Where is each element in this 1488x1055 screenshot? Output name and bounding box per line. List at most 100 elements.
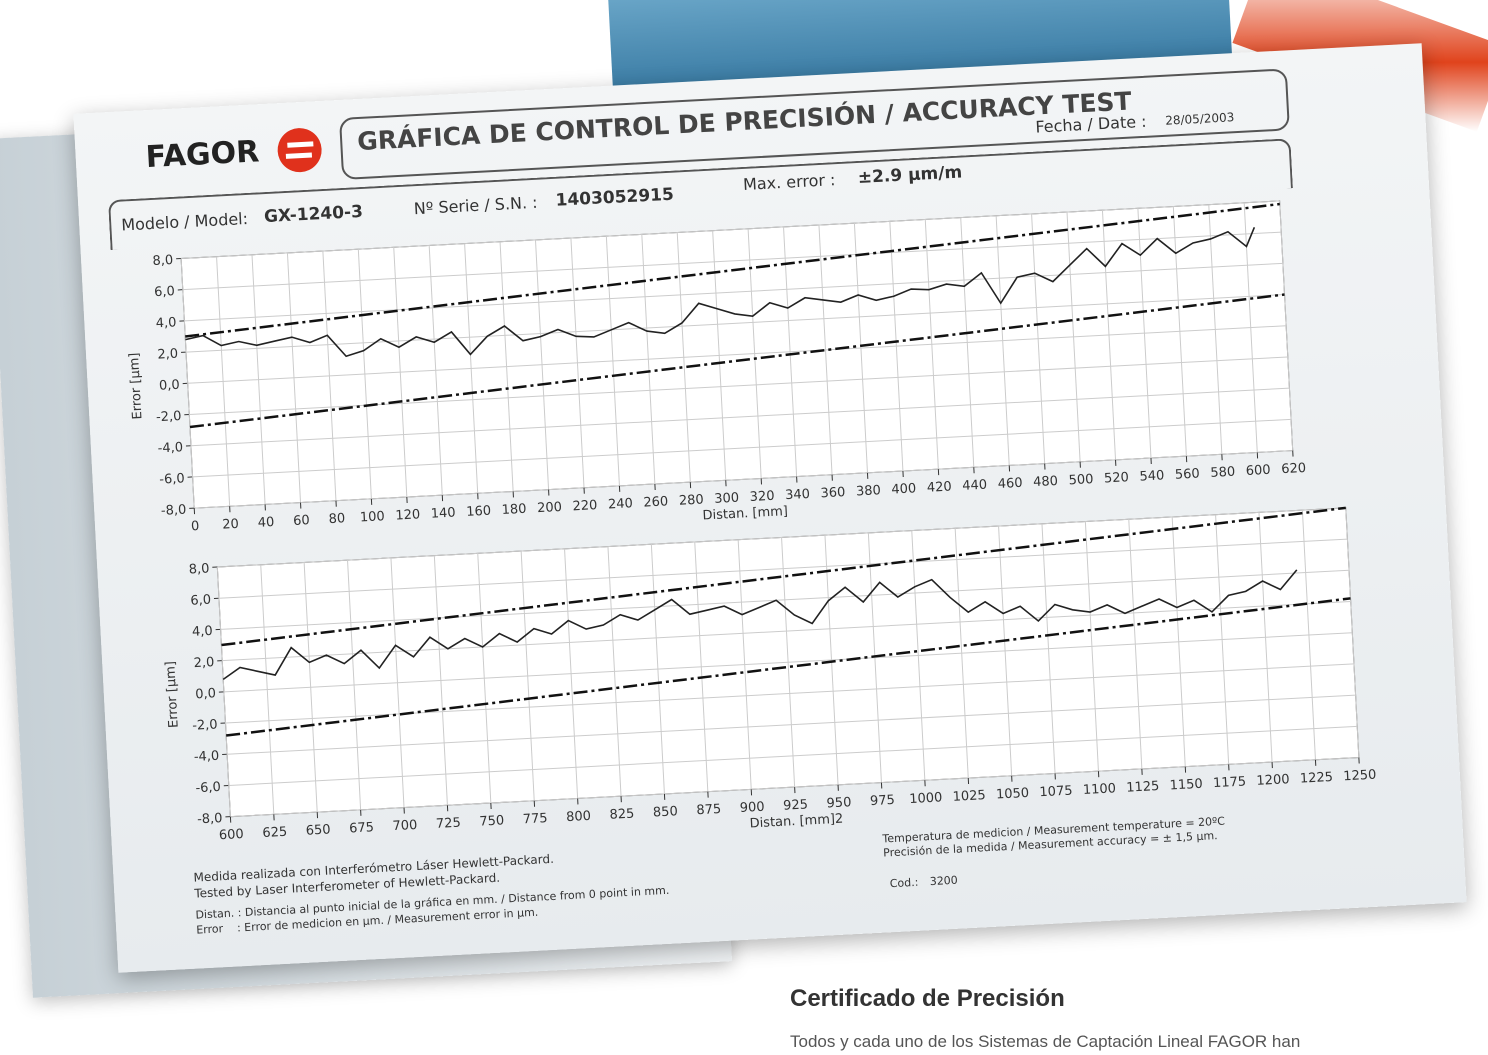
grid-line (564, 548, 579, 799)
x-tick-label: 480 (1033, 474, 1059, 490)
grid-line (1258, 512, 1273, 763)
y-tick-label: -2,0 (192, 717, 218, 733)
x-tick-label: 400 (891, 481, 917, 497)
grid-line (1279, 200, 1294, 451)
x-tick-label: 300 (714, 491, 740, 507)
x-tick-label: 320 (749, 489, 775, 505)
x-tick-label: 260 (643, 494, 669, 510)
x-tick-label: 1125 (1126, 779, 1160, 796)
y-tick-label: 4,0 (155, 315, 176, 331)
x-tick-label: 1075 (1039, 784, 1073, 801)
x-tick-label: 240 (608, 496, 634, 512)
grid-line (1215, 514, 1230, 765)
x-tick-label: 800 (566, 809, 592, 825)
grid-line (286, 252, 302, 503)
grid-line (737, 539, 752, 790)
y-tick-label: -4,0 (157, 440, 183, 456)
grid-line (867, 532, 882, 783)
x-tick-label: 975 (870, 793, 896, 809)
grid-line (995, 215, 1010, 466)
code-label: Cod.: (889, 875, 919, 891)
x-tick-label: 725 (436, 816, 462, 832)
grid-line (216, 256, 231, 507)
y-axis-label: Error [µm] (163, 661, 181, 729)
grid-line (676, 232, 691, 483)
x-tick-label: 120 (395, 507, 421, 523)
grid-line (303, 562, 318, 813)
grid-line (853, 223, 868, 473)
x-tick-label: 925 (783, 797, 809, 813)
x-tick-label: 440 (962, 478, 988, 494)
y-tick-label: 8,0 (152, 253, 173, 269)
grid-line (184, 262, 1283, 322)
x-axis-label: Distan. [mm]2 (749, 812, 843, 832)
grid-line (570, 238, 585, 488)
grid-line (182, 231, 1282, 291)
certificate-sheet: FAGOR GRÁFICA DE CONTROL DE PRECISIÓN / … (73, 43, 1467, 973)
x-tick-label: 0 (191, 519, 200, 534)
x-tick-label: 20 (222, 517, 239, 533)
y-tick-label: 2,0 (157, 347, 178, 363)
grid-line (393, 247, 408, 498)
x-tick-label: 180 (501, 502, 527, 518)
x-axis-label: Distan. [mm] (702, 504, 788, 523)
data-line (185, 226, 1256, 358)
y-axis-label: Error [µm] (127, 352, 145, 420)
x-tick-label: 360 (820, 485, 846, 501)
y-tick-label: 8,0 (188, 561, 209, 577)
grid-line (477, 553, 492, 804)
x-tick-label: 80 (328, 511, 345, 527)
x-tick-label: 60 (293, 513, 310, 529)
grid-line (694, 541, 709, 792)
limit-line (226, 597, 1351, 737)
grid-line (194, 450, 1293, 509)
x-tick-label: 950 (826, 795, 852, 811)
grid-line (180, 258, 195, 509)
grid-line (186, 294, 1285, 353)
x-tick-label: 420 (927, 479, 953, 495)
x-tick-label: 40 (257, 515, 274, 531)
grid-line (1128, 519, 1143, 769)
grid-line (641, 234, 656, 485)
y-tick-label: 6,0 (154, 284, 175, 300)
y-tick-label: 2,0 (193, 655, 214, 671)
grid-line (428, 245, 443, 496)
grid-line (911, 530, 926, 781)
article-heading: Certificado de Precisión (790, 985, 1065, 1012)
grid-line (357, 249, 372, 499)
grid-line (781, 537, 796, 788)
x-tick-label: 500 (1068, 472, 1094, 488)
grid-line (889, 221, 904, 472)
grid-line (924, 219, 939, 470)
grid-line (1172, 206, 1187, 457)
x-tick-label: 625 (262, 825, 288, 841)
article-text: Todos y cada uno de los Sistemas de Capt… (790, 1032, 1301, 1051)
x-tick-label: 775 (522, 811, 548, 827)
grid-line (192, 418, 1292, 478)
x-tick-label: 1150 (1169, 777, 1203, 794)
x-tick-label: 750 (479, 813, 505, 829)
x-tick-label: 580 (1210, 465, 1236, 481)
x-tick-label: 540 (1139, 468, 1165, 484)
x-tick-label: 675 (349, 820, 375, 836)
grid-line (954, 528, 969, 779)
x-tick-label: 875 (696, 802, 722, 818)
grid-line (1243, 202, 1258, 453)
grid-line (464, 243, 479, 494)
grid-line (960, 217, 975, 468)
y-tick-label: 6,0 (190, 593, 211, 609)
grid-line (187, 325, 1287, 384)
x-tick-label: 700 (392, 818, 418, 834)
x-tick-label: 1200 (1256, 772, 1290, 789)
x-tick-label: 1050 (996, 786, 1030, 803)
grid-line (607, 546, 622, 797)
y-tick-label: -2,0 (156, 409, 182, 425)
brand: FAGOR (144, 134, 261, 176)
x-tick-label: 650 (305, 822, 331, 838)
x-tick-label: 1225 (1300, 770, 1334, 787)
grid-line (260, 564, 275, 815)
limit-line (221, 506, 1346, 647)
grid-line (1171, 516, 1186, 767)
grid-line (998, 526, 1013, 776)
